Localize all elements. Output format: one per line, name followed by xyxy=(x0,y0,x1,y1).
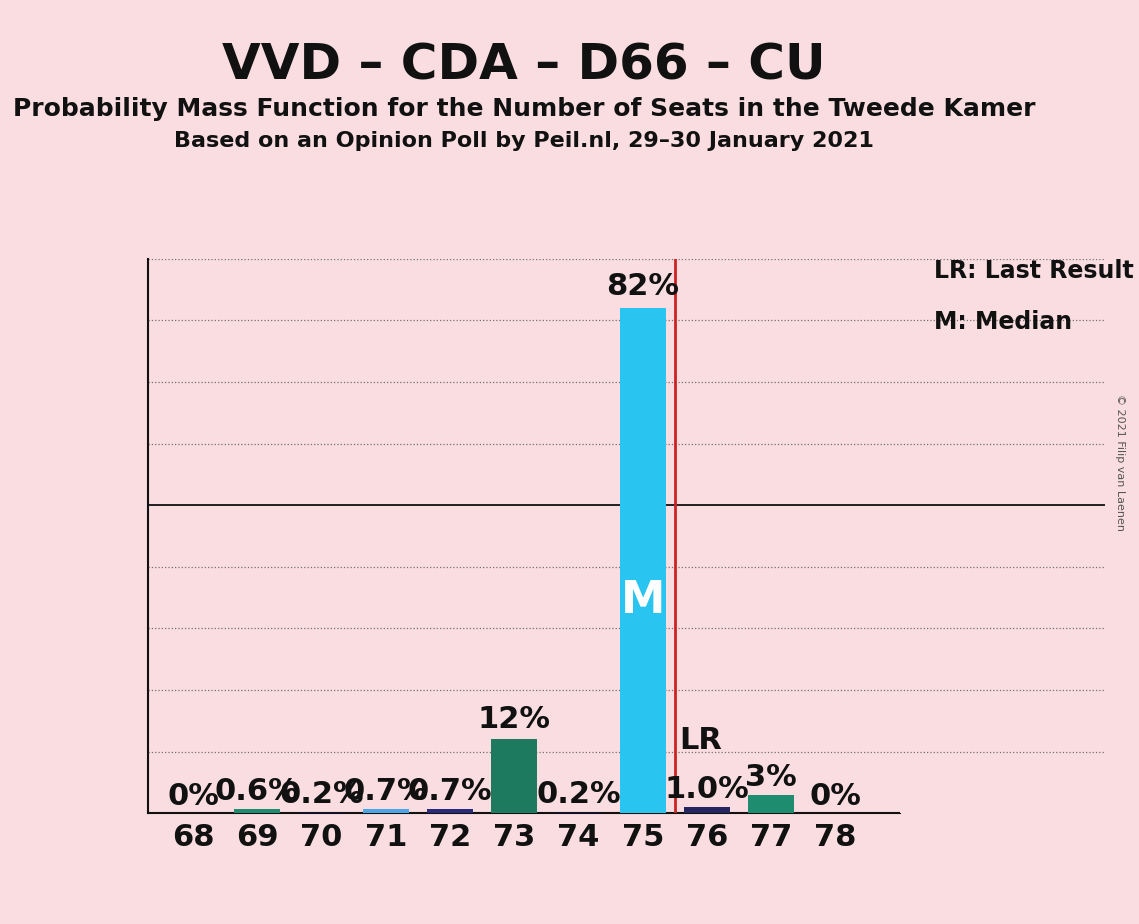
Text: 0.7%: 0.7% xyxy=(408,777,492,806)
Text: 82%: 82% xyxy=(606,272,679,300)
Text: 3%: 3% xyxy=(745,762,797,792)
Text: 0%: 0% xyxy=(167,783,219,811)
Text: Probability Mass Function for the Number of Seats in the Tweede Kamer: Probability Mass Function for the Number… xyxy=(13,97,1035,121)
Bar xyxy=(556,812,601,813)
Text: © 2021 Filip van Laenen: © 2021 Filip van Laenen xyxy=(1115,394,1124,530)
Bar xyxy=(748,795,794,813)
Text: 0%: 0% xyxy=(810,783,861,811)
Text: 12%: 12% xyxy=(477,705,551,735)
Text: Based on an Opinion Poll by Peil.nl, 29–30 January 2021: Based on an Opinion Poll by Peil.nl, 29–… xyxy=(174,131,874,152)
Text: M: Median: M: Median xyxy=(934,310,1072,334)
Text: 0.2%: 0.2% xyxy=(536,780,621,808)
Text: 0.2%: 0.2% xyxy=(279,780,363,808)
Bar xyxy=(491,739,538,813)
Text: 0.7%: 0.7% xyxy=(344,777,428,806)
Bar xyxy=(427,808,473,813)
Bar xyxy=(362,808,409,813)
Bar xyxy=(683,807,730,813)
Bar xyxy=(620,308,666,813)
Bar xyxy=(235,809,280,813)
Text: 1.0%: 1.0% xyxy=(665,775,749,804)
Bar xyxy=(298,812,345,813)
Text: LR: LR xyxy=(679,725,722,755)
Text: 0.6%: 0.6% xyxy=(215,777,300,807)
Text: LR: Last Result: LR: Last Result xyxy=(934,259,1133,283)
Text: M: M xyxy=(621,579,665,623)
Text: VVD – CDA – D66 – CU: VVD – CDA – D66 – CU xyxy=(222,42,826,90)
